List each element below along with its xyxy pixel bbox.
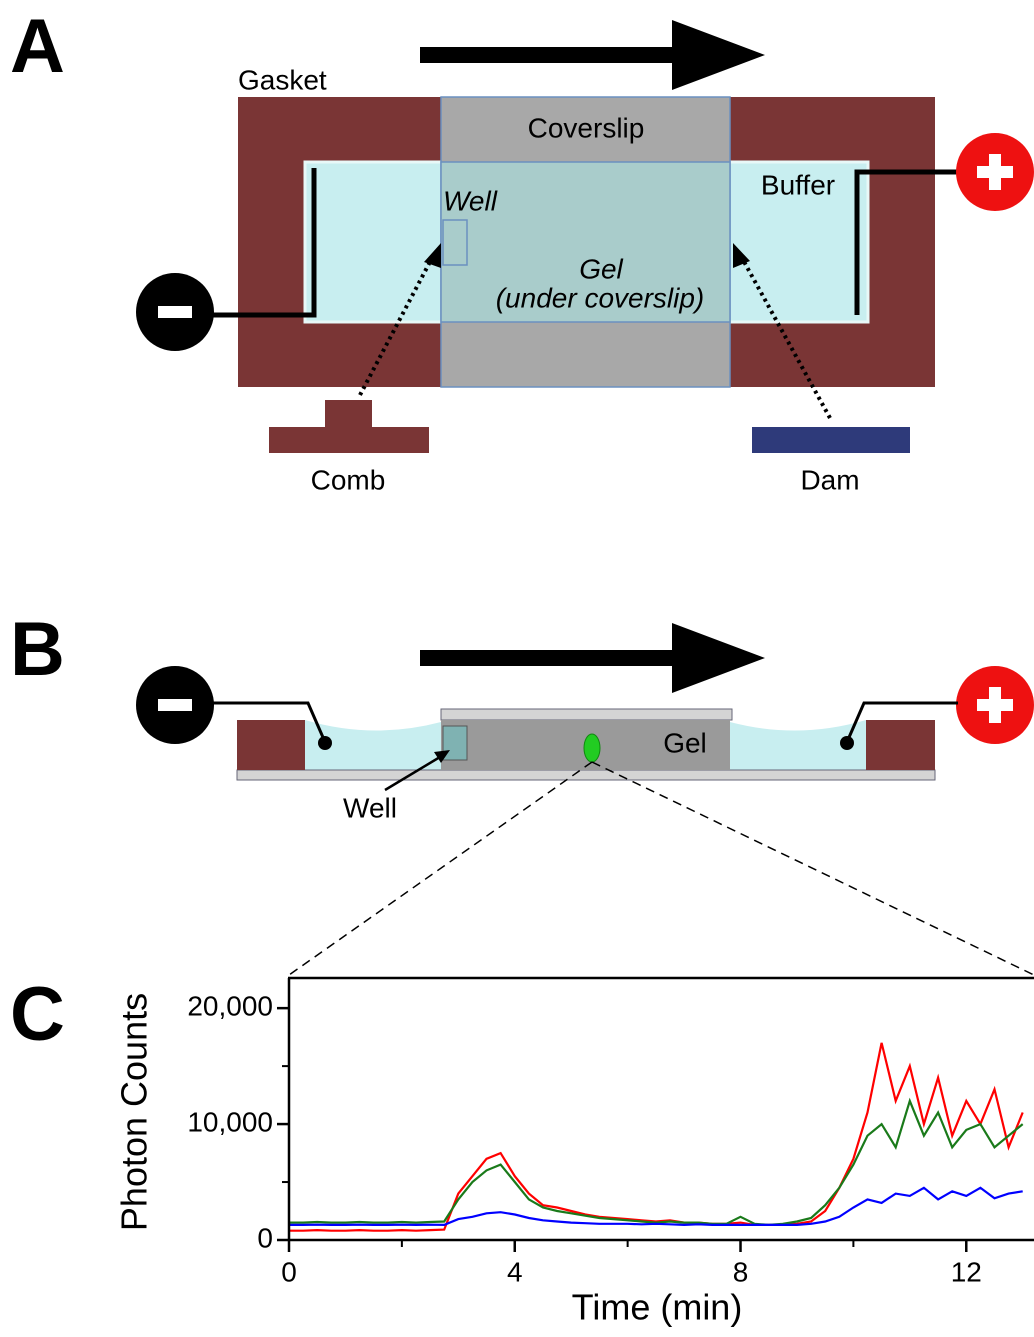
gel-note: (under coverslip)	[496, 282, 705, 313]
arrow-head	[672, 623, 765, 693]
dam	[752, 427, 910, 453]
gasket-label: Gasket	[238, 64, 327, 95]
arrow-shaft	[420, 47, 682, 63]
panel-label: A	[10, 4, 65, 89]
gasket	[237, 720, 305, 770]
x-tick-label: 4	[507, 1256, 523, 1287]
zoom-line	[592, 762, 1034, 975]
well-label: Well	[443, 185, 498, 216]
y-tick-label: 10,000	[187, 1106, 273, 1137]
dam-label: Dam	[800, 464, 859, 495]
well-label: Well	[343, 792, 397, 823]
minus-sign	[158, 699, 192, 711]
coverslip-label: Coverslip	[528, 112, 645, 143]
y-tick-label: 0	[257, 1222, 273, 1253]
y-axis-label: Photon Counts	[114, 993, 155, 1231]
series-line	[289, 1043, 1023, 1231]
comb	[269, 427, 429, 453]
comb-tooth	[325, 400, 372, 428]
panel-label: B	[10, 607, 65, 692]
figure: A Gasket Coverslip Buffer Well Gel (unde…	[0, 0, 1034, 1337]
plus-sign	[989, 687, 1001, 723]
gel-label: Gel	[663, 727, 707, 758]
plus-sign	[989, 154, 1001, 190]
electrode-tip	[318, 736, 332, 750]
buffer-label: Buffer	[761, 169, 835, 200]
series-line	[289, 1188, 1023, 1225]
sample-band	[584, 734, 600, 762]
plot: 0 10,000 20,000 0 4 8 12 Time (min) Photon Count…	[114, 978, 1034, 1328]
gel-label: Gel	[579, 253, 623, 284]
comb-label: Comb	[311, 464, 386, 495]
series-group	[289, 1043, 1023, 1231]
zoom-line	[289, 762, 592, 975]
x-axis-label: Time (min)	[572, 1287, 743, 1328]
minus-sign	[158, 306, 192, 318]
coverslip	[441, 709, 732, 720]
x-tick-label: 8	[733, 1256, 749, 1287]
arrow-shaft	[420, 650, 682, 666]
y-tick-label: 20,000	[187, 991, 273, 1022]
panel-label: C	[10, 972, 65, 1057]
electrode-tip	[840, 736, 854, 750]
base-plate	[237, 770, 935, 780]
series-line	[289, 1101, 1023, 1225]
arrow-head	[672, 20, 765, 90]
x-tick-label: 12	[951, 1256, 982, 1287]
gasket	[866, 720, 935, 770]
x-tick-label: 0	[281, 1256, 297, 1287]
